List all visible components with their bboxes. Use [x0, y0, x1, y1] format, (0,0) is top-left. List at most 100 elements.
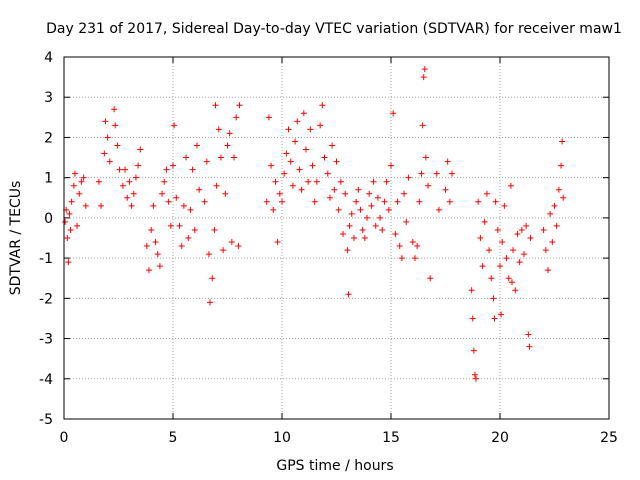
- data-point: [70, 182, 77, 189]
- grid: [64, 57, 609, 419]
- data-point: [302, 146, 309, 153]
- data-point: [560, 194, 567, 201]
- data-point: [350, 235, 357, 241]
- data-point: [527, 235, 534, 241]
- data-point: [353, 198, 360, 205]
- data-point: [547, 210, 554, 217]
- data-point: [361, 235, 368, 241]
- y-tick-label: -3: [39, 332, 53, 348]
- data-point: [420, 74, 427, 81]
- data-point: [270, 206, 277, 213]
- data-points: [62, 66, 567, 382]
- data-point: [156, 263, 163, 270]
- data-point: [263, 198, 270, 205]
- data-point: [553, 222, 560, 229]
- data-point: [470, 347, 477, 354]
- data-point: [374, 194, 381, 201]
- data-point: [189, 166, 196, 173]
- data-point: [128, 202, 135, 209]
- data-point: [205, 251, 212, 258]
- data-point: [274, 239, 281, 246]
- data-point: [510, 247, 517, 254]
- y-tick-label: 3: [44, 90, 53, 106]
- data-point: [220, 247, 227, 254]
- data-point: [427, 275, 434, 282]
- data-point: [551, 202, 558, 209]
- data-point: [491, 315, 498, 322]
- data-point: [62, 218, 69, 225]
- data-point: [116, 166, 123, 173]
- data-point: [98, 202, 105, 209]
- data-point: [379, 226, 386, 233]
- data-point: [212, 102, 219, 109]
- data-point: [372, 222, 379, 229]
- data-point: [231, 154, 238, 161]
- data-point: [405, 174, 412, 181]
- data-point: [559, 138, 566, 145]
- data-point: [296, 166, 303, 173]
- data-point: [542, 247, 549, 254]
- data-point: [80, 174, 87, 181]
- data-point: [235, 243, 242, 250]
- data-point: [337, 178, 344, 185]
- data-point: [514, 230, 521, 237]
- data-point: [276, 190, 283, 197]
- data-point: [82, 202, 89, 209]
- data-point: [187, 206, 194, 213]
- data-point: [183, 154, 190, 161]
- data-point: [298, 186, 305, 193]
- x-tick-label: 25: [600, 430, 618, 446]
- data-point: [392, 230, 399, 237]
- data-point: [159, 190, 166, 197]
- data-point: [421, 66, 428, 73]
- data-point: [525, 331, 532, 338]
- data-point: [394, 198, 401, 205]
- data-point: [381, 198, 388, 205]
- data-point: [167, 222, 174, 229]
- data-point: [196, 186, 203, 193]
- y-tick-label: -1: [39, 251, 53, 267]
- data-point: [503, 255, 510, 262]
- data-point: [516, 259, 523, 266]
- data-point: [366, 190, 373, 197]
- data-point: [540, 226, 547, 233]
- data-point: [523, 222, 530, 229]
- data-point: [294, 118, 301, 125]
- y-axis-label: SDTVAR / TECUs: [8, 181, 24, 296]
- data-point: [342, 190, 349, 197]
- data-point: [468, 287, 475, 294]
- data-point: [442, 186, 449, 193]
- data-point: [475, 198, 482, 205]
- data-point: [161, 178, 168, 185]
- data-point: [488, 275, 495, 282]
- data-point: [152, 239, 159, 246]
- data-point: [305, 178, 312, 185]
- data-point: [370, 178, 377, 185]
- x-tick-label: 0: [60, 430, 69, 446]
- data-point: [193, 142, 200, 149]
- data-point: [377, 214, 384, 221]
- data-point: [137, 146, 144, 153]
- data-point: [112, 122, 119, 129]
- data-point: [185, 235, 192, 241]
- data-point: [67, 226, 74, 233]
- data-point: [126, 178, 133, 185]
- data-point: [207, 299, 214, 306]
- data-point: [324, 170, 331, 177]
- data-point: [471, 371, 478, 378]
- data-point: [124, 194, 131, 201]
- data-point: [228, 239, 235, 246]
- data-point: [409, 239, 416, 246]
- data-point: [469, 315, 476, 322]
- data-point: [411, 255, 418, 262]
- data-point: [446, 198, 453, 205]
- data-point: [345, 291, 352, 298]
- data-point: [444, 158, 451, 165]
- data-point: [390, 110, 397, 117]
- data-point: [403, 218, 410, 225]
- data-point: [68, 198, 75, 205]
- data-point: [224, 142, 231, 149]
- data-point: [217, 154, 224, 161]
- data-point: [335, 206, 342, 213]
